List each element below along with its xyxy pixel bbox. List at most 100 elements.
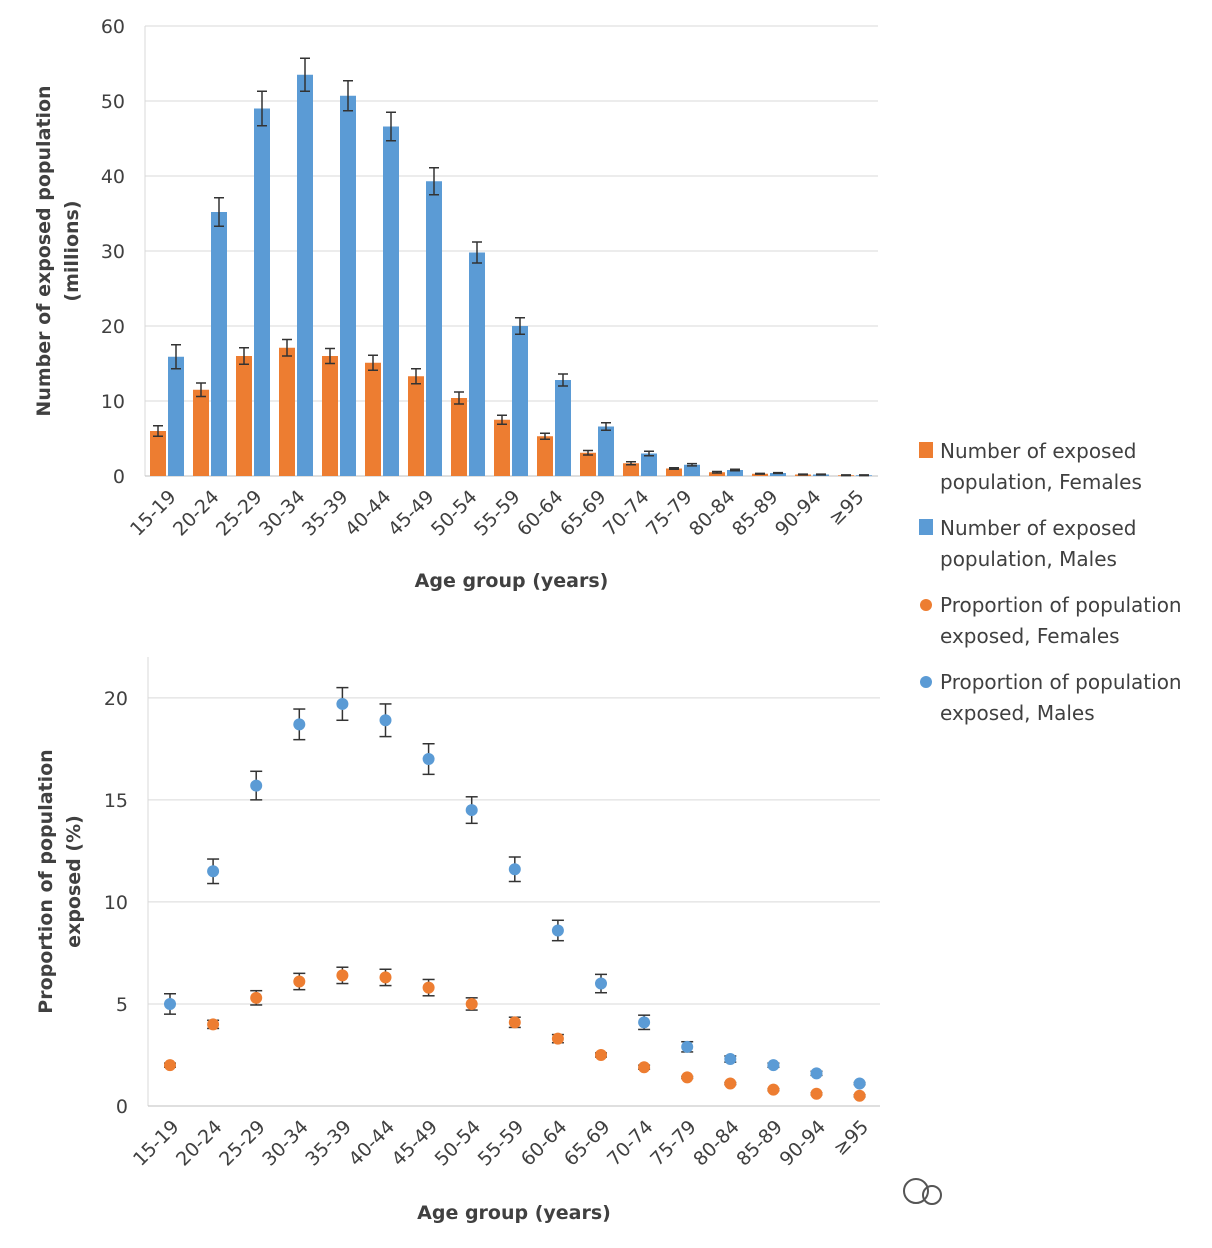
point-female (508, 1016, 521, 1029)
x-tick-label: 30-34 (258, 1116, 313, 1171)
bar-male (297, 74, 313, 476)
point-female (465, 997, 478, 1010)
bar-female (150, 431, 166, 476)
y-axis-title: Number of exposed population (33, 85, 55, 416)
point-female (767, 1083, 780, 1096)
point-female (293, 975, 306, 988)
point-male (853, 1077, 866, 1090)
x-tick-label: 90-94 (775, 1116, 830, 1171)
bar-male (770, 473, 786, 476)
bar-male (598, 426, 614, 476)
bar-female (666, 468, 682, 476)
bar-male (469, 252, 485, 476)
bar-male (254, 108, 270, 476)
point-female (551, 1032, 564, 1045)
scatter-chart: 0 5 10 15 20 15-1920-2425-2930-3435-3940-4445… (35, 657, 880, 1224)
point-female (164, 1059, 176, 1072)
x-tick-label: ≥95 (829, 1116, 873, 1160)
y-tick-label: 20 (101, 316, 125, 338)
point-male (164, 997, 176, 1010)
bar-male (426, 181, 442, 476)
y-tick-label: 5 (116, 994, 128, 1016)
bar-male (684, 464, 700, 476)
legend-label-line2: exposed, Females (940, 624, 1120, 648)
y-axis-title-line2: exposed (%) (63, 815, 85, 948)
x-tick-label: 35-39 (298, 486, 353, 541)
point-female (853, 1089, 866, 1102)
x-tick-label: 70-74 (599, 486, 654, 541)
y-tick-label: 15 (104, 790, 128, 812)
bar-chart: 0 10 20 30 40 50 60 15-1920-2425-2930-3435-3940… (33, 16, 878, 592)
x-tick-label: 90-94 (771, 486, 826, 541)
legend-label-line2: exposed, Males (940, 701, 1095, 725)
point-male (250, 779, 263, 792)
point-female (638, 1061, 651, 1074)
point-female (681, 1071, 694, 1084)
point-male (422, 753, 435, 766)
bar-male (555, 380, 571, 476)
point-male (810, 1067, 823, 1080)
legend-swatch (919, 519, 933, 535)
bar-female (537, 436, 553, 476)
x-tick-label: 45-49 (384, 486, 439, 541)
x-tick-label: 40-44 (344, 1116, 399, 1171)
bar-male (340, 95, 356, 476)
x-tick-label: 20-24 (169, 486, 224, 541)
x-tick-label: 60-64 (517, 1116, 572, 1171)
point-female (724, 1077, 737, 1090)
point-female (810, 1087, 823, 1100)
legend-label: Proportion of population (940, 593, 1182, 617)
point-male (638, 1016, 651, 1029)
bar-male (641, 453, 657, 476)
point-female (250, 991, 263, 1004)
x-tick-label: 85-89 (732, 1116, 787, 1171)
point-male (207, 865, 220, 878)
bar-female (236, 356, 252, 476)
legend-label: Number of exposed (940, 516, 1136, 540)
legend-label: Number of exposed (940, 439, 1136, 463)
point-female (207, 1018, 220, 1031)
watermark-icon (903, 1178, 942, 1205)
point-female (422, 981, 435, 994)
legend: Number of exposed population, Females Numb… (919, 439, 1182, 725)
point-male (465, 804, 478, 817)
y-tick-label: 10 (101, 391, 125, 413)
bar-male (727, 470, 743, 476)
legend-marker (920, 676, 932, 688)
y-tick-label: 30 (101, 241, 125, 263)
legend-label-line2: population, Males (940, 547, 1117, 571)
bar-female (279, 347, 295, 476)
x-tick-label: 25-29 (212, 486, 267, 541)
x-axis-title: Age group (years) (417, 1202, 611, 1224)
bar-female (193, 389, 209, 476)
legend-marker (920, 599, 932, 611)
x-tick-label: 85-89 (728, 486, 783, 541)
point-male (508, 863, 521, 876)
x-tick-label: 25-29 (215, 1116, 270, 1171)
point-female (595, 1048, 607, 1061)
x-tick-label: ≥95 (825, 486, 869, 530)
y-tick-label: 50 (101, 91, 125, 113)
y-tick-label: 40 (101, 166, 125, 188)
point-female (336, 969, 349, 982)
y-axis-title: Proportion of population (35, 749, 57, 1013)
x-tick-label: 50-54 (427, 486, 482, 541)
x-tick-label: 60-64 (513, 486, 568, 541)
x-tick-label: 35-39 (301, 1116, 356, 1171)
legend-label-line2: population, Females (940, 470, 1142, 494)
x-tick-label: 75-79 (642, 486, 697, 541)
x-tick-label: 15-19 (126, 486, 181, 541)
x-tick-label: 80-84 (685, 486, 740, 541)
x-tick-label: 65-69 (560, 1116, 615, 1171)
point-male (293, 718, 306, 731)
bar-female (451, 398, 467, 476)
point-male (767, 1059, 780, 1072)
bar-female (623, 463, 639, 476)
x-tick-label: 65-69 (556, 486, 611, 541)
x-tick-label: 55-59 (470, 486, 525, 541)
x-tick-label: 15-19 (129, 1116, 184, 1171)
x-tick-label: 55-59 (474, 1116, 529, 1171)
point-male (551, 924, 564, 937)
